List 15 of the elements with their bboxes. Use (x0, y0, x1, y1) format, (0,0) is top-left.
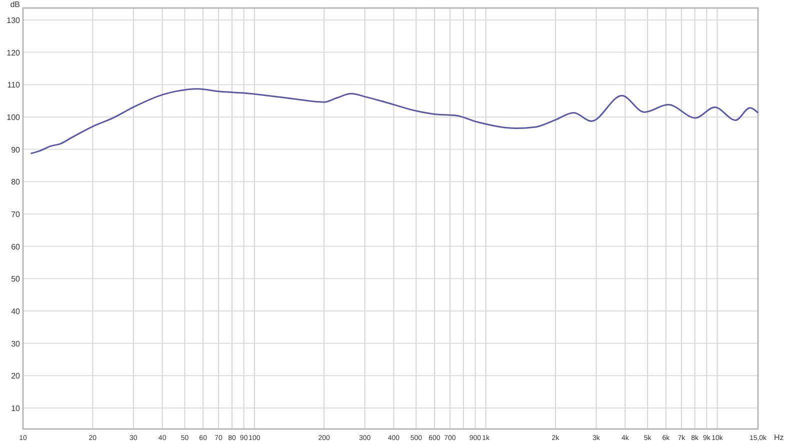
y-tick-label: 20 (11, 372, 21, 381)
y-tick-label: 40 (11, 306, 21, 316)
y-axis-title: dB (10, 0, 20, 9)
y-tick-label: 50 (11, 274, 21, 284)
y-tick-label: 80 (11, 178, 21, 187)
y-tick-label: 60 (11, 242, 21, 252)
y-tick-label: 130 (6, 16, 21, 25)
y-tick-label: 10 (11, 404, 21, 413)
y-tick-label: 120 (6, 48, 21, 58)
x-axis-title: Hz (774, 433, 784, 442)
y-tick-label: 70 (11, 210, 21, 219)
y-tick-label: 90 (11, 145, 21, 154)
y-tick-label: 110 (7, 80, 21, 90)
y-tick-label: 100 (6, 112, 21, 122)
y-tick-label: 30 (11, 339, 21, 348)
